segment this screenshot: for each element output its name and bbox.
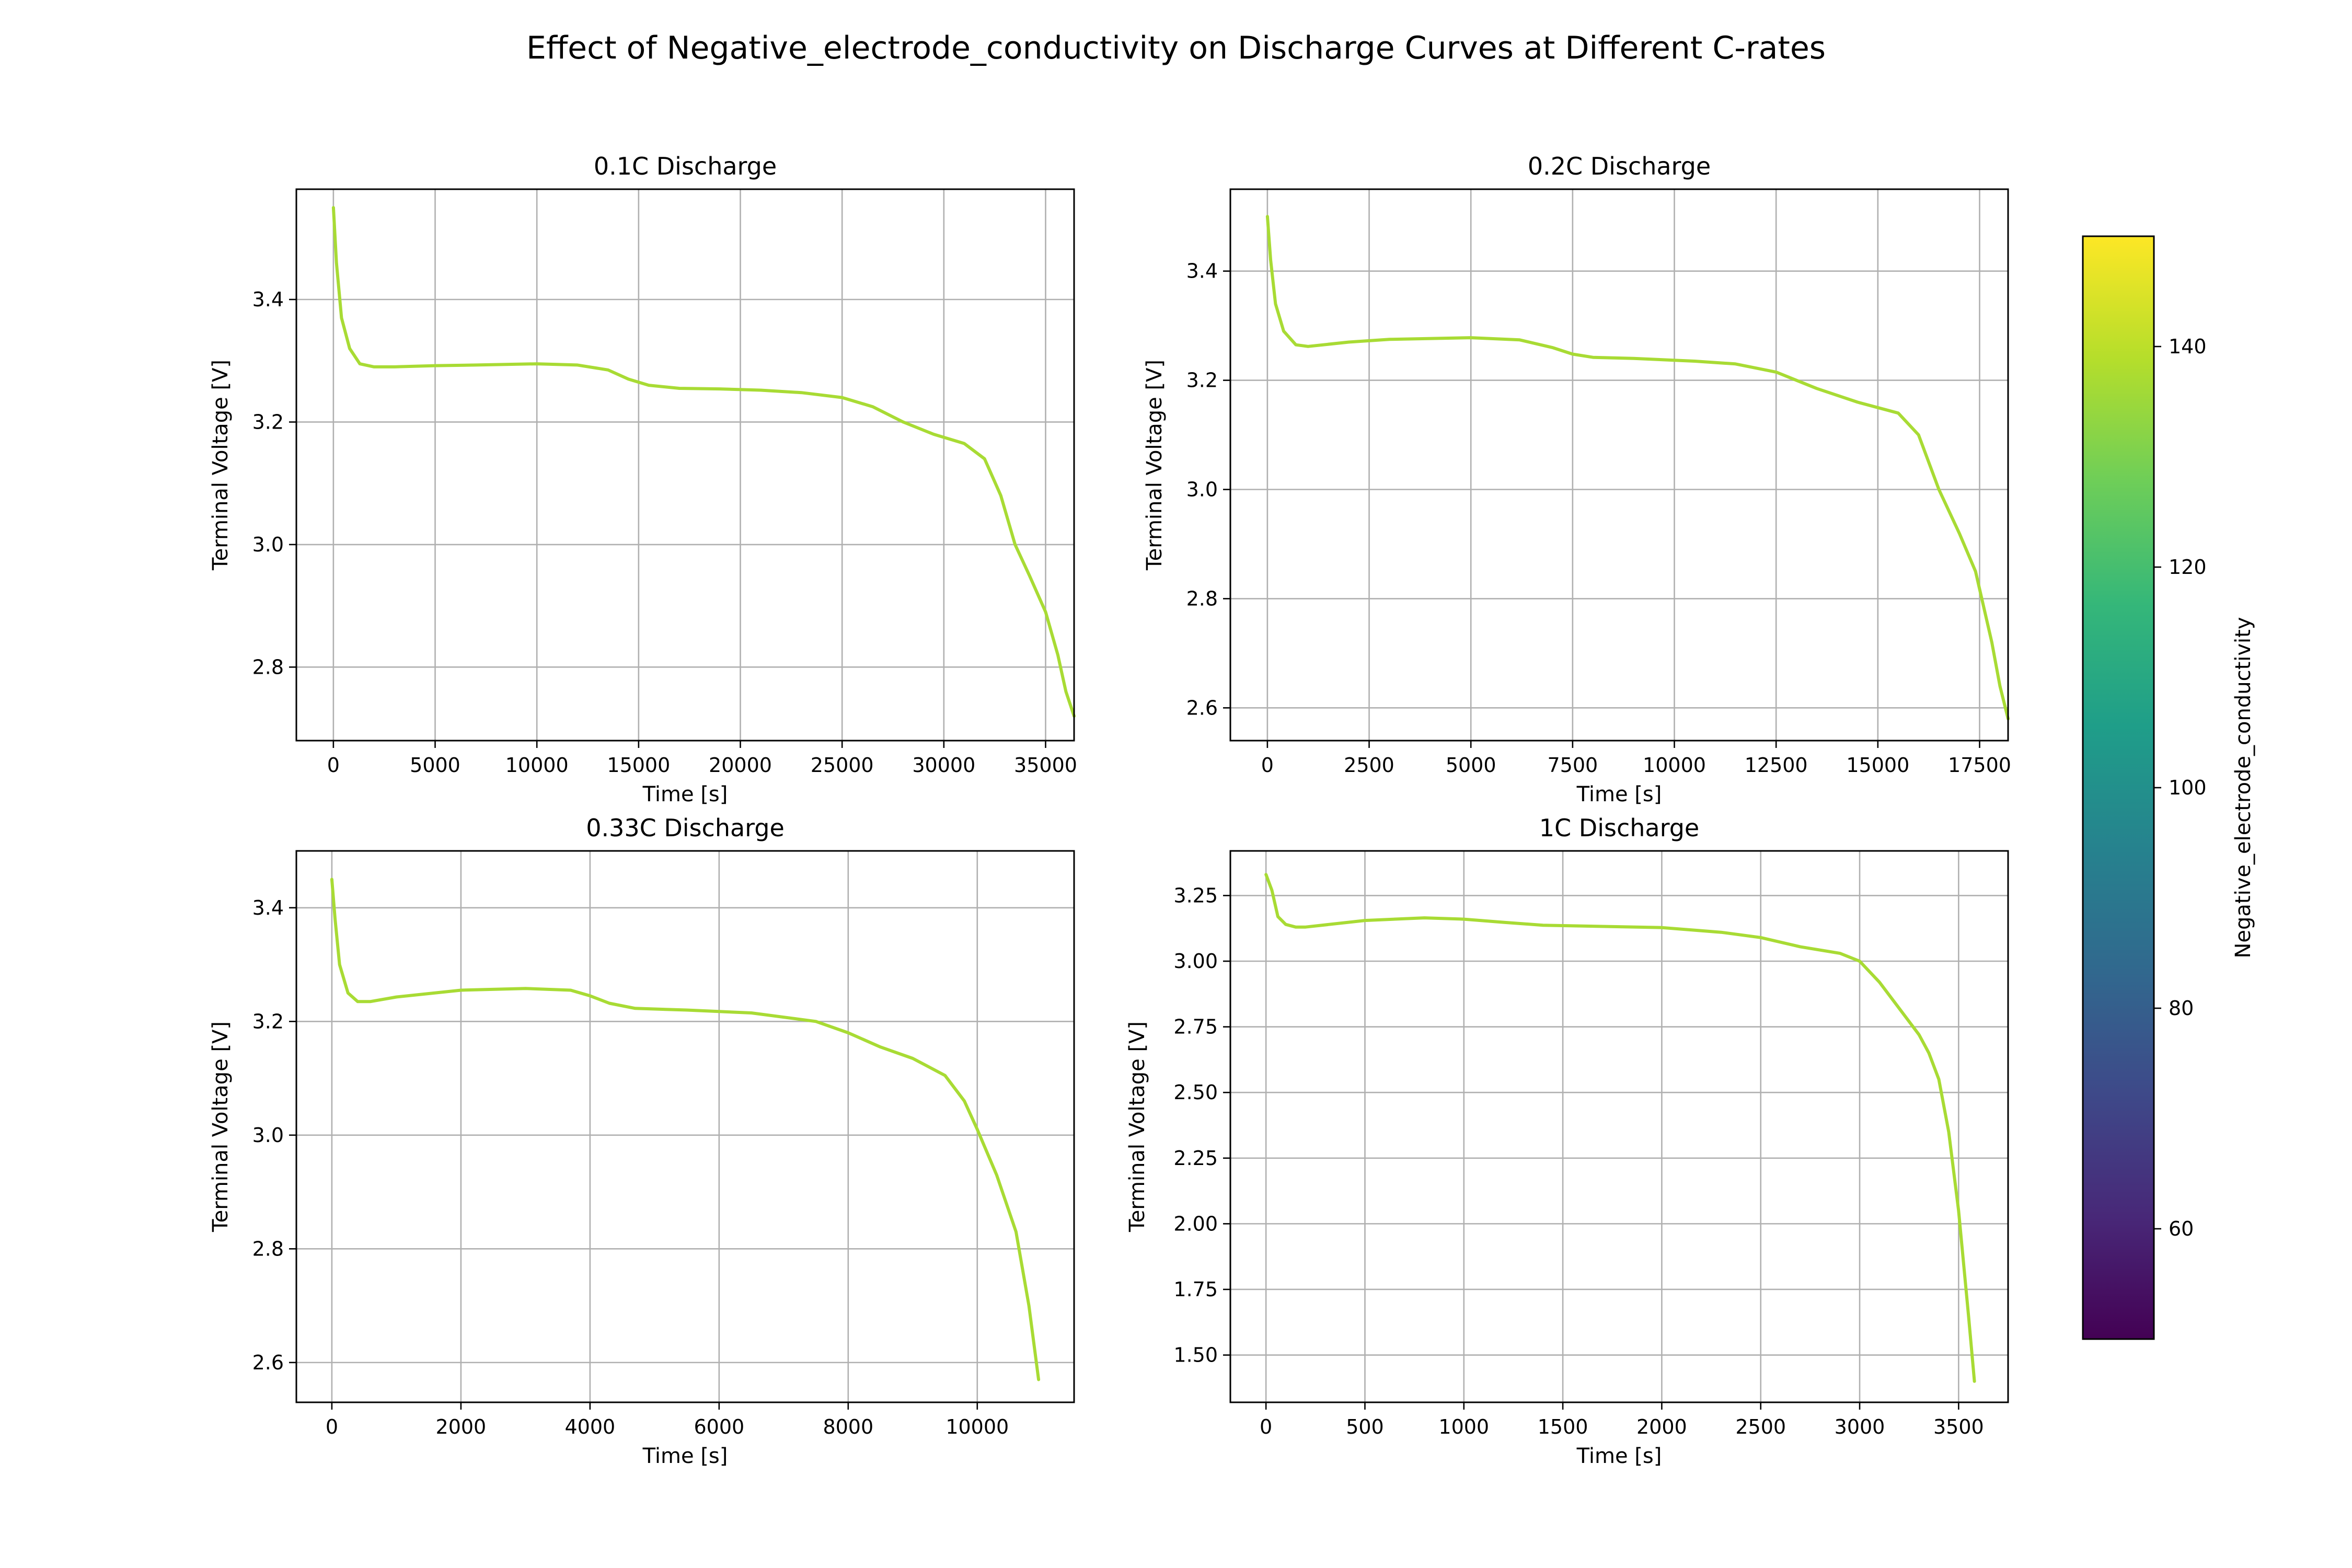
x-tick-label: 4000 (564, 1415, 615, 1438)
x-tick-label: 12500 (1745, 754, 1808, 777)
subplots: 0 5000 10000 15000 20000 25000 30000 350002.83.… (209, 152, 2011, 1468)
plot-frame (1229, 850, 2009, 1403)
x-axis-label: Time [s] (642, 1444, 728, 1468)
x-tick-label: 8000 (823, 1415, 873, 1438)
grid (296, 851, 1074, 1402)
y-tick-label: 2.8 (252, 1237, 284, 1260)
y-tick-label: 3.25 (1173, 884, 1218, 907)
x-tick-label: 5000 (410, 754, 460, 777)
y-tick-label: 3.2 (252, 1010, 284, 1033)
x-tick-label: 35000 (1014, 754, 1077, 777)
x-tick-label: 20000 (709, 754, 772, 777)
x-tick-label: 0 (326, 1415, 338, 1438)
y-axis-label: Terminal Voltage [V] (1143, 360, 1167, 571)
y-tick-label: 3.00 (1173, 950, 1218, 973)
subplot-1: 0 5000 10000 15000 20000 25000 30000 35000 2.8 3.… (209, 152, 1077, 806)
colorbar-label: Negative_electrode_conductivity (2231, 617, 2255, 958)
x-tick-label: 15000 (1846, 754, 1909, 777)
y-tick-label: 3.4 (1186, 260, 1218, 283)
y-tick-label: 3.4 (252, 896, 284, 919)
x-tick-label: 500 (1346, 1415, 1384, 1438)
x-tick-label: 25000 (811, 754, 874, 777)
subplot-2: 0 2500 5000 7500 10000 12500 15000 17500 2.6 2.8 3… (1143, 152, 2011, 806)
colorbar-tick-label: 120 (2169, 556, 2207, 579)
x-tick-label: 0 (327, 754, 340, 777)
plot-frame (1229, 188, 2009, 742)
x-tick-label: 15000 (607, 754, 670, 777)
x-axis-label: Time [s] (1576, 1444, 1662, 1468)
x-tick-label: 2500 (1344, 754, 1394, 777)
subplot-title: 1C Discharge (1539, 814, 1699, 842)
y-tick-label: 2.8 (1186, 587, 1218, 610)
y-tick-label: 2.25 (1173, 1147, 1218, 1170)
x-tick-label: 1500 (1538, 1415, 1588, 1438)
y-tick-label: 3.0 (252, 533, 284, 556)
x-tick-label: 10000 (946, 1415, 1009, 1438)
colorbar-tick-label: 140 (2169, 335, 2207, 358)
y-tick-label: 2.8 (252, 655, 284, 678)
x-tick-label: 0 (1260, 1415, 1272, 1438)
x-tick-label: 7500 (1547, 754, 1598, 777)
subplot-4: 0 500 1000 1500 2000 2500 3000 3500 1.50 1.75 2.00… (1125, 814, 2009, 1468)
grid (1230, 189, 2008, 741)
subplot-3: 0 2000 4000 6000 8000 10000 2.6 2.8 3.0 3.2 3.4 0.3… (209, 814, 1075, 1468)
y-tick-label: 3.2 (1186, 369, 1218, 392)
y-axis-label: Terminal Voltage [V] (209, 1021, 233, 1232)
x-tick-label: 2500 (1735, 1415, 1786, 1438)
y-tick-label: 3.0 (1186, 478, 1218, 501)
plot-frame (295, 188, 1075, 742)
x-tick-label: 2000 (436, 1415, 487, 1438)
x-tick-label: 1000 (1438, 1415, 1489, 1438)
x-tick-label: 2000 (1636, 1415, 1687, 1438)
x-axis-label: Time [s] (1576, 782, 1662, 806)
y-axis-label: Terminal Voltage [V] (1125, 1021, 1149, 1232)
x-axis-label: Time [s] (642, 782, 728, 806)
colorbar-tick-label: 60 (2169, 1217, 2194, 1240)
y-tick-label: 1.50 (1173, 1344, 1218, 1367)
series-line (1264, 873, 1976, 1383)
y-tick-label: 2.50 (1173, 1081, 1218, 1104)
y-tick-label: 3.0 (252, 1124, 284, 1147)
colorbar-gradient (2083, 236, 2154, 1339)
colorbar: 60 80 100 120 140 Negative_electrode_conducti… (2082, 235, 2255, 1340)
plot-frame (295, 850, 1075, 1403)
y-tick-label: 3.4 (252, 288, 284, 311)
series-line (331, 206, 1076, 718)
grid (1230, 851, 2008, 1402)
y-tick-label: 2.00 (1173, 1212, 1218, 1235)
x-tick-label: 10000 (505, 754, 569, 777)
subplot-title: 0.1C Discharge (594, 152, 777, 180)
y-axis-label: Terminal Voltage [V] (209, 360, 233, 571)
y-tick-label: 1.75 (1173, 1278, 1218, 1301)
y-tick-label: 2.75 (1173, 1016, 1218, 1039)
x-tick-label: 0 (1261, 754, 1274, 777)
subplot-title: 0.33C Discharge (586, 814, 785, 842)
series-line (1265, 215, 2010, 721)
series-line (330, 878, 1041, 1381)
x-tick-label: 5000 (1446, 754, 1496, 777)
y-tick-label: 2.6 (252, 1351, 284, 1374)
figure-title: Effect of Negative_electrode_conductivit… (526, 30, 1826, 66)
subplot-title: 0.2C Discharge (1528, 152, 1711, 180)
y-tick-label: 3.2 (252, 410, 284, 433)
x-tick-label: 3500 (1933, 1415, 1984, 1438)
x-tick-label: 10000 (1643, 754, 1706, 777)
x-tick-label: 3000 (1835, 1415, 1885, 1438)
y-tick-label: 2.6 (1186, 696, 1218, 719)
grid (296, 189, 1074, 741)
x-tick-label: 17500 (1948, 754, 2011, 777)
colorbar-tick-label: 100 (2169, 776, 2207, 799)
x-tick-label: 30000 (912, 754, 975, 777)
x-tick-label: 6000 (694, 1415, 744, 1438)
colorbar-tick-label: 80 (2169, 997, 2194, 1020)
